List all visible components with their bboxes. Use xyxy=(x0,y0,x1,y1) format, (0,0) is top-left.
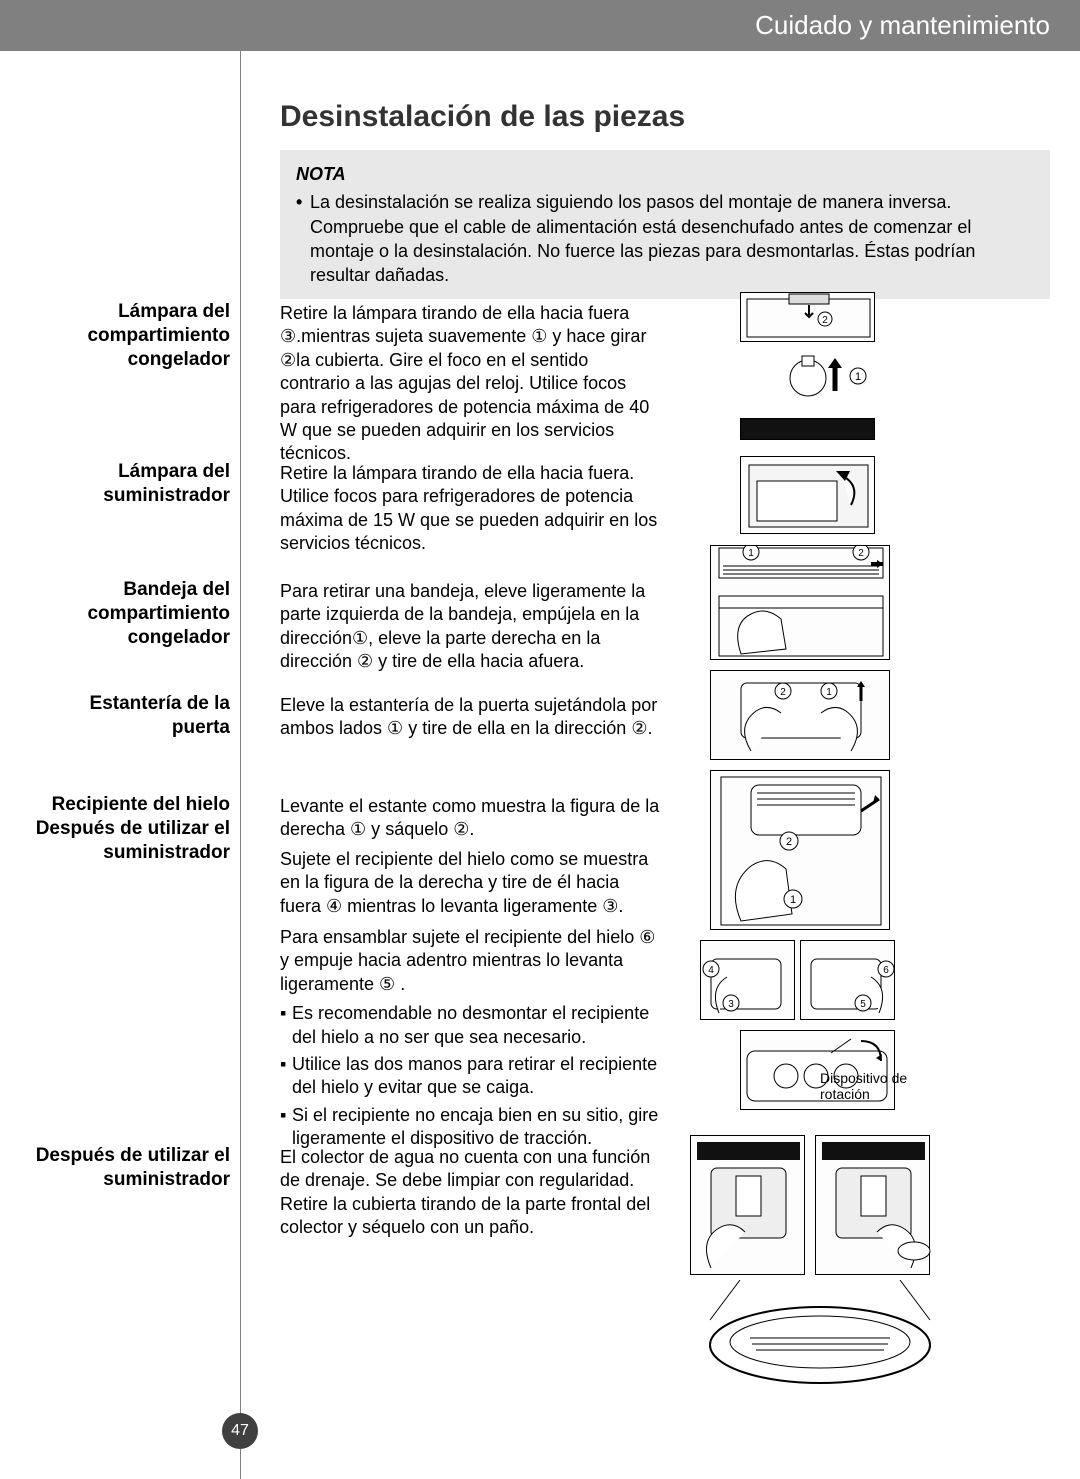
vertical-rule xyxy=(240,50,241,1479)
bullet-text: Utilice las dos manos para retirar el re… xyxy=(292,1053,660,1100)
svg-text:2: 2 xyxy=(786,836,792,848)
svg-text:2: 2 xyxy=(822,315,828,326)
illustration-ice-bin-in: 6 5 xyxy=(800,940,895,1020)
section-body-door-shelf: Eleve la estantería de la puerta sujetán… xyxy=(280,694,660,747)
svg-text:1: 1 xyxy=(790,894,796,906)
svg-text:1: 1 xyxy=(855,371,861,383)
header-bar: Cuidado y mantenimiento xyxy=(0,0,1080,50)
section-text: Retire la lámpara tirando de ella hacia … xyxy=(280,462,660,556)
section-body-ice-container: Levante el estante como muestra la figur… xyxy=(280,795,660,1154)
illustration-dispenser-panel-left xyxy=(690,1135,805,1275)
illustration-panel-strip-1 xyxy=(740,418,875,440)
section-body-tray-freezer: Para retirar una bandeja, eleve ligerame… xyxy=(280,580,660,680)
svg-text:6: 6 xyxy=(883,965,889,976)
svg-text:3: 3 xyxy=(728,999,734,1010)
svg-text:4: 4 xyxy=(708,965,714,976)
section-label-door-shelf: Estantería de la puerta xyxy=(30,692,230,740)
section-body-lamp-freezer: Retire la lámpara tirando de ella hacia … xyxy=(280,302,660,472)
illustration-ice-bin-out: 4 3 xyxy=(700,940,795,1020)
page-number: 47 xyxy=(231,1422,249,1440)
section-text: Levante el estante como muestra la figur… xyxy=(280,795,660,842)
bullet-row: ▪ Es recomendable no desmontar el recipi… xyxy=(280,1002,660,1049)
section-label-tray-freezer: Bandeja del compartimiento congelador xyxy=(30,578,230,649)
section-label-ice-container: Recipiente del hielo Después de utilizar… xyxy=(30,793,230,864)
svg-text:5: 5 xyxy=(860,999,866,1010)
section-text: Eleve la estantería de la puerta sujetán… xyxy=(280,694,660,741)
svg-text:2: 2 xyxy=(780,687,786,698)
illustration-dispenser-panel-right xyxy=(815,1135,930,1275)
bullet-icon: ▪ xyxy=(280,1053,292,1100)
section-label-lamp-dispenser: Lámpara del suministrador xyxy=(30,460,230,508)
section-body-after-dispenser: El colector de agua no cuenta con una fu… xyxy=(280,1146,660,1246)
illustration-bulb: 1 xyxy=(780,346,875,406)
page-title: Desinstalación de las piezas xyxy=(280,100,685,134)
note-body: • La desinstalación se realiza siguiendo… xyxy=(296,190,1034,287)
page-number-badge: 47 xyxy=(222,1413,258,1449)
section-text: El colector de agua no cuenta con una fu… xyxy=(280,1146,660,1240)
svg-text:1: 1 xyxy=(748,548,754,559)
rotation-caption: Dispositivo de rotación xyxy=(820,1070,910,1102)
header-title: Cuidado y mantenimiento xyxy=(755,10,1050,41)
illustration-drip-tray xyxy=(700,1280,940,1390)
illustration-dispenser-lamp xyxy=(740,456,875,534)
horizontal-rule xyxy=(0,50,1080,51)
illustration-lamp-cover: 2 xyxy=(740,292,875,342)
bullet-icon: ▪ xyxy=(280,1002,292,1049)
bullet-text: Es recomendable no desmontar el recipien… xyxy=(292,1002,660,1049)
bullet-text: Si el recipiente no encaja bien en su si… xyxy=(292,1104,660,1151)
note-box: NOTA • La desinstalación se realiza sigu… xyxy=(280,150,1050,299)
illustration-tray: 1 2 xyxy=(710,545,890,660)
section-text: Sujete el recipiente del hielo como se m… xyxy=(280,848,660,918)
note-heading: NOTA xyxy=(296,162,1034,186)
svg-text:1: 1 xyxy=(826,687,832,698)
section-body-lamp-dispenser: Retire la lámpara tirando de ella hacia … xyxy=(280,462,660,562)
section-label-lamp-freezer: Lámpara del compartimiento congelador xyxy=(30,300,230,371)
note-text: La desinstalación se realiza siguiendo l… xyxy=(310,190,1034,287)
illustration-door-shelf: 2 1 xyxy=(710,670,890,760)
bullet-row: ▪ Utilice las dos manos para retirar el … xyxy=(280,1053,660,1100)
bullet-row: ▪ Si el recipiente no encaja bien en su … xyxy=(280,1104,660,1151)
bullet-icon: ▪ xyxy=(280,1104,292,1151)
section-label-after-dispenser: Después de utilizar el suministrador xyxy=(30,1144,230,1192)
section-text: Retire la lámpara tirando de ella hacia … xyxy=(280,302,660,466)
svg-text:2: 2 xyxy=(858,548,864,559)
section-text: Para retirar una bandeja, eleve ligerame… xyxy=(280,580,660,674)
bullet-icon: • xyxy=(296,190,310,287)
illustration-ice-container: 2 1 xyxy=(710,770,890,930)
section-text: Para ensamblar sujete el recipiente del … xyxy=(280,926,660,996)
